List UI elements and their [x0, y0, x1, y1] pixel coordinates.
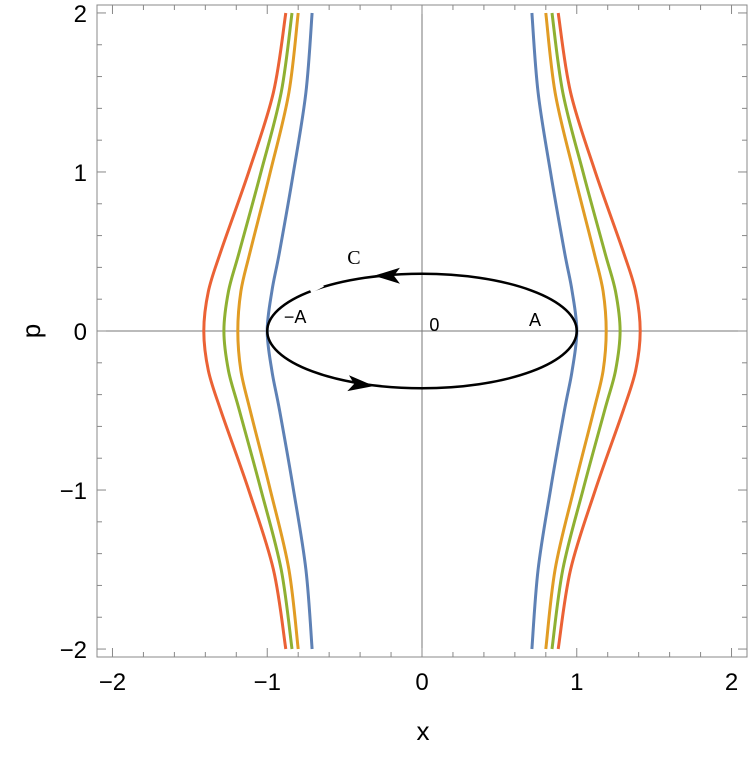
series-3-right-branch [550, 12, 622, 650]
tick-labels: −2 −1 0 1 2 −2 −1 0 1 2 [60, 1, 739, 696]
series-2-right-branch [544, 12, 608, 650]
contour [265, 267, 579, 392]
series-4-right-branch [556, 12, 642, 650]
annotation-4: C [347, 247, 360, 269]
contour-arrow-bottom-head [347, 375, 375, 392]
annotation-1: −A [284, 307, 307, 327]
x-axis-title: x [417, 716, 430, 746]
contour-arrow-top [373, 267, 400, 284]
x-tick-label: 2 [725, 669, 738, 696]
y-tick-label: 2 [74, 1, 87, 28]
y-tick-label: 0 [74, 319, 87, 346]
y-tick-label: 1 [74, 160, 87, 187]
x-tick-label: −1 [254, 669, 281, 696]
contour-arrow-bottom [347, 375, 375, 392]
y-tick-label: −2 [60, 637, 87, 664]
annotation-3: A [529, 310, 541, 330]
contour-ellipse [265, 272, 579, 390]
series-2-left-branch [236, 12, 300, 650]
contour-arrow-top-head [373, 267, 400, 284]
origin-axes [97, 5, 747, 657]
x-tick-label: 1 [570, 669, 583, 696]
contour-gap [309, 283, 324, 294]
y-axis-title: p [16, 324, 46, 338]
annotation-2: 0 [429, 315, 439, 335]
x-tick-label: −2 [99, 669, 126, 696]
series-4-left-branch [202, 12, 288, 650]
annotations: −A 0 A C [284, 247, 541, 335]
series-3-left-branch [222, 12, 294, 650]
x-tick-label: 0 [415, 669, 428, 696]
tick-marks [97, 5, 747, 657]
y-tick-label: −1 [60, 478, 87, 505]
